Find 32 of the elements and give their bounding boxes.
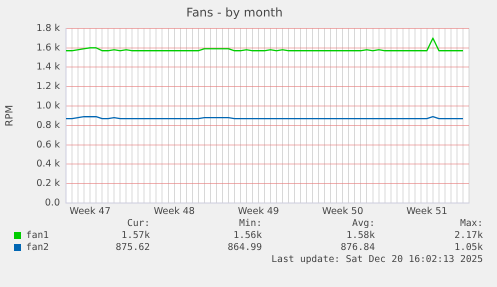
text: 1.57k [121,230,150,241]
y-tick-label: 1.6 k [36,42,60,54]
y-axis-title: RPM [4,104,16,127]
y-tick-label: 0.8 k [36,120,60,131]
y-tick-label: 1.8 k [36,22,60,34]
chart-title: Fans - by month [186,5,283,20]
y-tick-label: 0.4 k [36,158,60,170]
text: Cur: [127,218,150,229]
text: Avg: [352,218,375,229]
text: Last update: Sat Dec 20 16:02:13 2025 [271,254,483,265]
y-tick-label: 0.2 k [36,178,60,190]
x-tick-label: Week 47 [69,206,111,218]
y-tick-label: 1.0 k [36,100,60,112]
y-tick-label: 0.6 k [36,139,60,150]
y-tick-label: 1.2 k [36,81,60,92]
text: 1.56k [233,230,262,241]
text: Max: [460,218,483,229]
text: Min: [239,218,262,229]
legend-label: fan1 [25,230,49,241]
text: 876.84 [340,242,375,253]
y-tick-label: 0.0 [44,197,60,208]
y-tick-label: 1.4 k [36,62,60,73]
text: 864.99 [228,242,262,253]
text: 1.58k [346,230,375,241]
text: 1.05k [454,242,483,253]
x-tick-label: Week 49 [238,206,280,218]
text: 875.62 [116,242,150,253]
text: 2.17k [454,230,483,241]
x-tick-label: Week 51 [406,206,448,218]
x-tick-label: Week 50 [322,206,364,218]
x-tick-label: Week 48 [154,206,195,218]
legend-label: fan2 [25,242,49,253]
